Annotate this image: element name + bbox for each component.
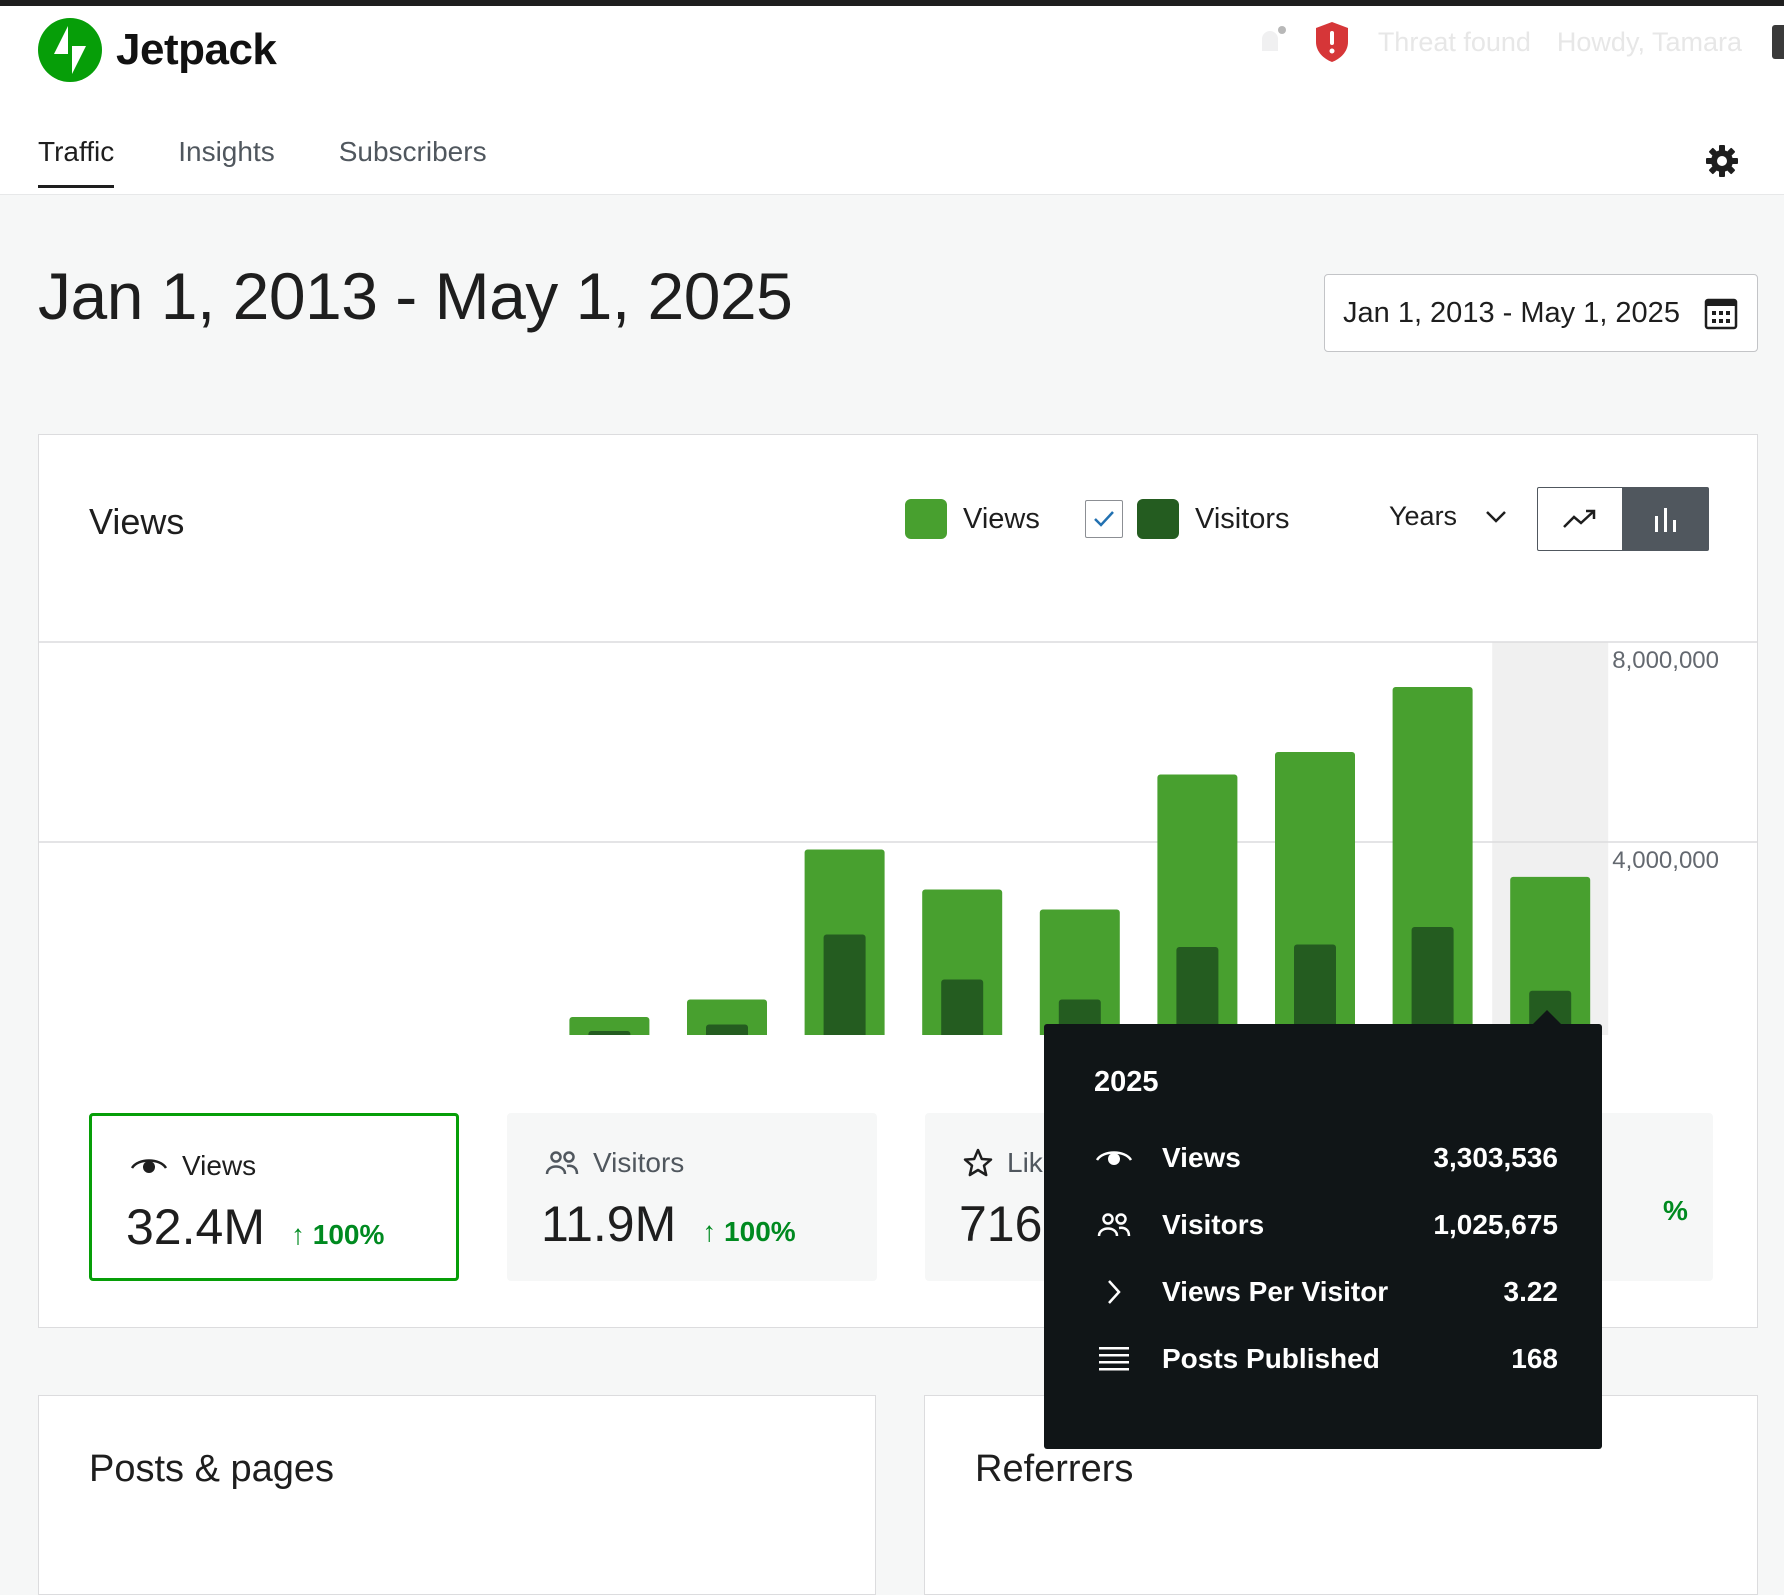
- notifications-bell-icon[interactable]: [1254, 25, 1286, 59]
- avatar[interactable]: [1772, 25, 1784, 59]
- stat-comments-delta: %: [1663, 1195, 1688, 1226]
- bar-visitors-2017: [588, 1031, 631, 1035]
- legend-views-label: Views: [963, 502, 1040, 535]
- tooltip-visitors-value: 1,025,675: [1433, 1209, 1558, 1240]
- bar-chart-icon: [1655, 508, 1676, 532]
- masterbar-right: Threat found Howdy, Tamara: [1254, 20, 1784, 64]
- stat-visitors-header: Visitors: [545, 1147, 684, 1179]
- bar-visitors-2020: [941, 979, 984, 1035]
- stats-tabs: Traffic Insights Subscribers: [38, 136, 487, 188]
- howdy-user[interactable]: Howdy, Tamara: [1556, 26, 1742, 57]
- legend-visitors-label: Visitors: [1195, 502, 1290, 535]
- stat-views[interactable]: Views 32.4M ↑ 100%: [89, 1113, 459, 1281]
- bar-visitors-2022: [1176, 947, 1219, 1035]
- people-icon: [545, 1151, 579, 1175]
- threat-found-link[interactable]: Threat found: [1377, 26, 1531, 57]
- checkmark-icon: [1094, 511, 1114, 527]
- page-title: Jan 1, 2013 - May 1, 2025: [38, 259, 793, 333]
- views-bar-chart: 8,000,0004,000,0000201320142015201620172…: [39, 641, 1757, 1035]
- bar-visitors-2019: [823, 934, 866, 1035]
- legend-visitors-swatch: [1137, 499, 1179, 539]
- bar-visitors-2023: [1294, 944, 1336, 1035]
- stat-views-value: 32.4M: [126, 1199, 265, 1255]
- stat-views-label: Views: [182, 1150, 257, 1181]
- settings-gear-icon[interactable]: [1704, 143, 1740, 179]
- legend-views-swatch: [905, 499, 947, 539]
- date-range-picker[interactable]: Jan 1, 2013 - May 1, 2025: [1324, 274, 1758, 352]
- tooltip-views-label: Views: [1162, 1142, 1241, 1173]
- stat-likes-header: Lik: [963, 1147, 1043, 1179]
- tooltip-row-views-per-visitor: Views Per Visitor 3.22: [1094, 1275, 1558, 1309]
- bar-views-2017: [569, 1017, 650, 1035]
- stat-views-header: Views: [130, 1150, 256, 1182]
- tooltip-title: 2025: [1094, 1066, 1159, 1098]
- stat-visitors[interactable]: Visitors 11.9M ↑ 100%: [507, 1113, 877, 1281]
- stat-likes-value-row: 716: [959, 1195, 1042, 1253]
- stat-views-delta: ↑ 100%: [290, 1219, 385, 1250]
- chevron-right-icon: [1094, 1275, 1134, 1309]
- admin-bar: [0, 0, 1784, 6]
- people-icon: [1094, 1208, 1134, 1242]
- tooltip-posts-label: Posts Published: [1162, 1343, 1380, 1374]
- y-tick-label: 8,000,000: [1612, 647, 1719, 674]
- app-name: Jetpack: [116, 25, 277, 74]
- stat-comments-value-row: %: [1377, 1195, 1688, 1227]
- y-tick-label: 4,000,000: [1612, 847, 1719, 874]
- header: Jetpack Threat found Howdy, Tamara Traff…: [0, 6, 1784, 195]
- threat-shield-icon[interactable]: [1312, 20, 1352, 64]
- visitors-checkbox[interactable]: [1085, 500, 1123, 538]
- tooltip-posts-value: 168: [1511, 1343, 1558, 1374]
- referrers-title: Referrers: [975, 1448, 1134, 1490]
- tooltip-visitors-label: Visitors: [1162, 1209, 1265, 1240]
- stat-visitors-value: 11.9M: [541, 1196, 677, 1252]
- tooltip-views-value: 3,303,536: [1433, 1142, 1558, 1173]
- eye-icon: [1094, 1141, 1134, 1175]
- bar-visitors-2024: [1411, 927, 1454, 1035]
- legend-views: Views: [905, 499, 1040, 539]
- list-icon: [1094, 1342, 1134, 1376]
- date-range-label: Jan 1, 2013 - May 1, 2025: [1343, 296, 1680, 329]
- line-chart-button[interactable]: [1537, 487, 1623, 551]
- stat-visitors-value-row: 11.9M ↑ 100%: [541, 1195, 796, 1253]
- tab-traffic[interactable]: Traffic: [38, 136, 115, 188]
- trend-line-icon: [1563, 509, 1596, 528]
- tooltip-vpv-label: Views Per Visitor: [1162, 1276, 1389, 1307]
- stat-likes-value: 716: [959, 1196, 1043, 1252]
- jetpack-logo-icon: [38, 18, 102, 82]
- period-select[interactable]: Years: [1389, 501, 1507, 532]
- calendar-icon: [1704, 298, 1738, 330]
- jetpack-logo[interactable]: Jetpack: [38, 18, 277, 82]
- chart-tooltip: 2025 Views 3,303,536 Visitors 1,025,675: [1044, 1010, 1602, 1449]
- star-icon: [963, 1148, 993, 1177]
- chart-title: Views: [89, 501, 185, 542]
- stat-views-delta-value: 100%: [312, 1219, 385, 1250]
- tab-insights[interactable]: Insights: [178, 136, 275, 167]
- stat-visitors-delta-value: 100%: [724, 1216, 796, 1247]
- bar-chart-button[interactable]: [1623, 487, 1709, 551]
- stat-likes-label: Lik: [1007, 1147, 1043, 1178]
- posts-pages-title: Posts & pages: [89, 1448, 335, 1490]
- chevron-down-icon: [1486, 510, 1506, 523]
- tooltip-row-visitors: Visitors 1,025,675: [1094, 1208, 1558, 1242]
- stat-views-value-row: 32.4M ↑ 100%: [126, 1198, 384, 1256]
- tooltip-row-posts-published: Posts Published 168: [1094, 1342, 1558, 1376]
- posts-pages-panel: Posts & pages: [38, 1395, 876, 1595]
- bar-visitors-2018: [706, 1024, 748, 1035]
- tooltip-vpv-value: 3.22: [1503, 1276, 1559, 1307]
- stat-visitors-label: Visitors: [593, 1147, 685, 1178]
- tab-subscribers[interactable]: Subscribers: [338, 136, 487, 167]
- period-label: Years: [1389, 501, 1458, 531]
- legend-visitors[interactable]: Visitors: [1085, 499, 1290, 539]
- stat-visitors-delta: ↑ 100%: [702, 1216, 796, 1247]
- chart-type-toggle: [1537, 487, 1709, 551]
- tooltip-row-views: Views 3,303,536: [1094, 1141, 1558, 1175]
- eye-icon: [130, 1159, 168, 1173]
